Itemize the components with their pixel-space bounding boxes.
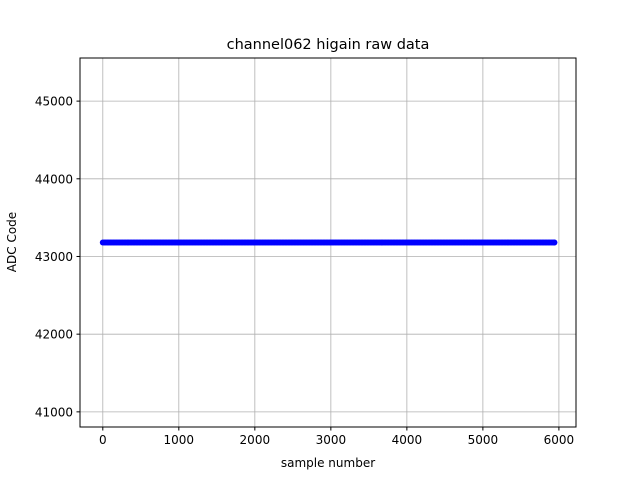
axes-frame xyxy=(79,57,577,428)
data-point xyxy=(551,239,558,246)
y-tick-label: 45000 xyxy=(35,95,73,109)
y-tick-label: 44000 xyxy=(35,172,73,186)
x-axis-ticks: 0 1000 2000 3000 4000 5000 6000 xyxy=(99,427,574,447)
x-tick-label: 4000 xyxy=(392,433,423,447)
x-tick-label: 0 xyxy=(99,433,107,447)
x-tick-label: 6000 xyxy=(544,433,575,447)
data-series xyxy=(99,239,558,246)
x-tick-label: 1000 xyxy=(164,433,195,447)
y-axis-ticks: 41000 42000 43000 44000 45000 xyxy=(35,95,80,419)
x-tick-label: 2000 xyxy=(240,433,271,447)
x-tick-label: 3000 xyxy=(316,433,347,447)
x-axis-label: sample number xyxy=(281,456,375,470)
x-tick-label: 5000 xyxy=(468,433,499,447)
y-tick-label: 42000 xyxy=(35,328,73,342)
y-axis-label: ADC Code xyxy=(5,212,19,272)
y-tick-label: 43000 xyxy=(35,250,73,264)
chart-title: channel062 higain raw data xyxy=(227,37,430,53)
y-tick-label: 41000 xyxy=(35,405,73,419)
